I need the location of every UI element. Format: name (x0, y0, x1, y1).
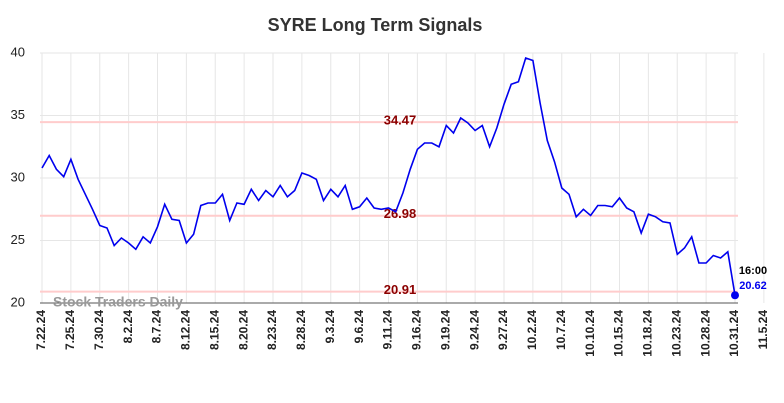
x-tick-label: 9.16.24 (410, 310, 424, 350)
y-tick-label: 25 (11, 232, 25, 247)
x-tick-label: 8.23.24 (265, 310, 279, 350)
x-tick-label: 9.11.24 (381, 310, 395, 350)
x-tick-label: 10.2.24 (525, 310, 539, 350)
y-tick-label: 35 (11, 107, 25, 122)
watermark: Stock Traders Daily (53, 294, 183, 310)
x-tick-label: 8.12.24 (179, 310, 193, 350)
x-tick-label: 8.7.24 (150, 310, 164, 344)
x-tick-label: 9.3.24 (323, 310, 337, 344)
last-point (731, 291, 739, 300)
x-tick-label: 7.22.24 (34, 310, 48, 350)
x-tick-label: 8.2.24 (121, 310, 135, 344)
x-tick-label: 8.28.24 (294, 310, 308, 350)
x-tick-label: 8.20.24 (236, 310, 250, 350)
x-tick-label: 10.15.24 (612, 310, 626, 357)
x-tick-label: 9.24.24 (467, 310, 481, 350)
last-value: 20.62 (739, 280, 767, 292)
x-tick-label: 7.25.24 (63, 310, 77, 350)
x-tick-label: 9.27.24 (496, 310, 510, 350)
x-tick-label: 10.7.24 (554, 310, 568, 350)
x-tick-label: 9.6.24 (352, 310, 366, 344)
x-tick-label: 7.30.24 (92, 310, 106, 350)
level-label: 20.91 (384, 282, 417, 297)
x-tick-label: 8.15.24 (207, 310, 221, 350)
price-line (41, 56, 736, 296)
x-tick-label: 10.10.24 (583, 310, 597, 357)
x-tick-label: 10.23.24 (669, 310, 683, 357)
y-tick-label: 30 (11, 169, 25, 184)
chart-title: SYRE Long Term Signals (268, 15, 483, 35)
x-tick-label: 10.18.24 (641, 310, 655, 357)
y-tick-label: 20 (11, 294, 25, 309)
x-tick-label: 11.5.24 (756, 310, 770, 350)
level-label: 34.47 (384, 113, 417, 128)
x-tick-label: 10.28.24 (698, 310, 712, 357)
last-time: 16:00 (739, 265, 767, 277)
x-tick-label: 10.31.24 (727, 310, 741, 357)
y-tick-label: 40 (11, 44, 25, 59)
x-tick-label: 9.19.24 (438, 310, 452, 350)
